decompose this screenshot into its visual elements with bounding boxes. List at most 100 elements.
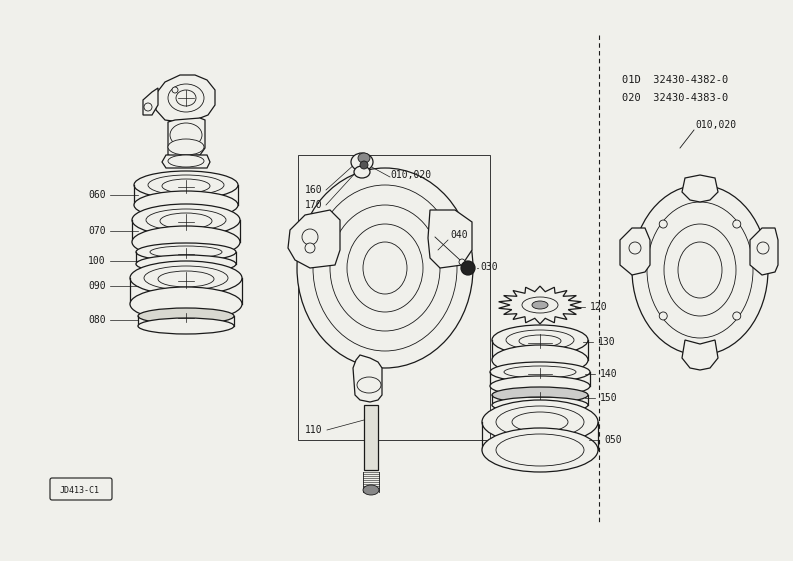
Ellipse shape: [490, 376, 590, 396]
Text: 010,020: 010,020: [695, 120, 736, 130]
Polygon shape: [162, 155, 210, 168]
Polygon shape: [428, 210, 472, 268]
Ellipse shape: [363, 242, 407, 294]
Ellipse shape: [664, 224, 736, 316]
Circle shape: [172, 87, 178, 93]
Ellipse shape: [150, 246, 222, 258]
Ellipse shape: [482, 400, 598, 444]
Text: 030: 030: [480, 262, 498, 272]
Ellipse shape: [138, 318, 234, 334]
Ellipse shape: [132, 204, 240, 236]
Text: 01D  32430-4382-0: 01D 32430-4382-0: [622, 75, 728, 85]
Circle shape: [302, 229, 318, 245]
Ellipse shape: [482, 428, 598, 472]
Circle shape: [659, 312, 667, 320]
FancyBboxPatch shape: [50, 478, 112, 500]
Ellipse shape: [146, 209, 226, 231]
Text: JD413-C1: JD413-C1: [60, 485, 100, 494]
Text: 020  32430-4383-0: 020 32430-4383-0: [622, 93, 728, 103]
Polygon shape: [682, 175, 718, 202]
Ellipse shape: [134, 171, 238, 199]
Ellipse shape: [496, 434, 584, 466]
Ellipse shape: [168, 139, 204, 155]
Polygon shape: [364, 405, 378, 470]
Text: 150: 150: [600, 393, 618, 403]
Ellipse shape: [144, 266, 228, 290]
Ellipse shape: [532, 301, 548, 309]
Ellipse shape: [158, 271, 214, 287]
Text: 110: 110: [305, 425, 323, 435]
Ellipse shape: [632, 185, 768, 355]
Circle shape: [733, 220, 741, 228]
Text: 070: 070: [88, 226, 105, 236]
Ellipse shape: [170, 123, 202, 147]
Ellipse shape: [506, 330, 574, 350]
Ellipse shape: [354, 166, 370, 178]
Ellipse shape: [363, 485, 379, 495]
Ellipse shape: [130, 287, 242, 321]
Ellipse shape: [313, 185, 457, 351]
Ellipse shape: [358, 153, 370, 163]
Circle shape: [305, 243, 315, 253]
Text: 060: 060: [88, 190, 105, 200]
Polygon shape: [155, 75, 215, 122]
Ellipse shape: [678, 242, 722, 298]
Ellipse shape: [168, 84, 204, 112]
Ellipse shape: [647, 202, 753, 338]
Polygon shape: [499, 286, 581, 324]
Polygon shape: [288, 210, 340, 268]
Circle shape: [659, 220, 667, 228]
Ellipse shape: [148, 175, 224, 195]
Ellipse shape: [160, 213, 212, 229]
Circle shape: [629, 242, 641, 254]
Ellipse shape: [492, 397, 588, 413]
Circle shape: [461, 261, 475, 275]
Circle shape: [733, 312, 741, 320]
Ellipse shape: [357, 377, 381, 393]
Ellipse shape: [490, 362, 590, 382]
Ellipse shape: [330, 205, 440, 331]
Ellipse shape: [176, 90, 196, 106]
Text: 160: 160: [305, 185, 323, 195]
Ellipse shape: [492, 345, 588, 375]
Text: 010,020: 010,020: [390, 170, 431, 180]
Ellipse shape: [522, 297, 558, 313]
Ellipse shape: [297, 168, 473, 368]
Text: 100: 100: [88, 256, 105, 266]
Polygon shape: [143, 88, 158, 115]
Ellipse shape: [138, 308, 234, 324]
Ellipse shape: [136, 255, 236, 273]
Text: 040: 040: [450, 230, 468, 240]
Ellipse shape: [519, 335, 561, 347]
Ellipse shape: [162, 179, 210, 193]
Ellipse shape: [504, 366, 576, 378]
Ellipse shape: [132, 226, 240, 258]
Polygon shape: [620, 228, 650, 275]
Polygon shape: [298, 155, 490, 440]
Ellipse shape: [492, 387, 588, 403]
Ellipse shape: [136, 243, 236, 261]
Polygon shape: [750, 228, 778, 275]
Ellipse shape: [130, 261, 242, 295]
Text: 080: 080: [88, 315, 105, 325]
Ellipse shape: [492, 325, 588, 355]
Ellipse shape: [496, 406, 584, 438]
Polygon shape: [353, 355, 382, 402]
Circle shape: [757, 242, 769, 254]
Ellipse shape: [134, 191, 238, 219]
Text: 170: 170: [305, 200, 323, 210]
Text: 130: 130: [598, 337, 615, 347]
Circle shape: [144, 103, 152, 111]
Text: 050: 050: [604, 435, 622, 445]
Text: 090: 090: [88, 281, 105, 291]
Text: 120: 120: [590, 302, 607, 312]
Circle shape: [360, 161, 368, 169]
Ellipse shape: [512, 412, 568, 432]
Ellipse shape: [351, 153, 373, 171]
Text: 140: 140: [600, 369, 618, 379]
Ellipse shape: [347, 224, 423, 312]
Circle shape: [459, 259, 465, 265]
Polygon shape: [168, 118, 205, 157]
Ellipse shape: [168, 155, 204, 167]
Polygon shape: [682, 340, 718, 370]
